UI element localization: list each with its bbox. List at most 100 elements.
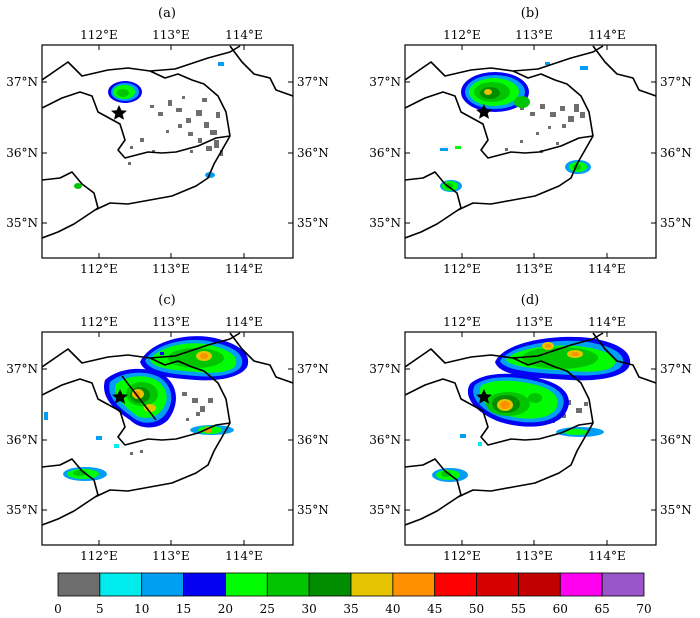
radar-echo (74, 62, 224, 189)
panel-a-lat-right: 37°N 36°N 35°N (297, 75, 329, 230)
panel-d-title: (d) (521, 293, 539, 308)
storm-location-star-icon (476, 389, 492, 404)
colorbar-swatch (434, 572, 477, 597)
colorbar-tick-label: 35 (343, 602, 358, 616)
colorbar-tick-label: 70 (636, 602, 651, 616)
lat-tick-label: 35°N (6, 216, 38, 230)
lon-tick-label: 113°E (152, 262, 190, 276)
colorbar-swatch (99, 572, 143, 597)
colorbar-swatch (225, 572, 268, 597)
colorbar-tick-label: 10 (134, 602, 149, 616)
colorbar-tick-label: 40 (385, 602, 400, 616)
panel-b-lat-right: 37°N 36°N 35°N (660, 75, 692, 230)
lon-tick-label: 113°E (515, 315, 553, 329)
panel-c-lat-left: 37°N 36°N 35°N (6, 362, 38, 517)
colorbar-tick-label: 50 (469, 602, 484, 616)
lon-tick-label: 114°E (588, 549, 626, 563)
panel-a-lon-bottom: 112°E 113°E 114°E (80, 262, 263, 276)
lat-tick-label: 36°N (660, 146, 692, 160)
radar-echo (44, 336, 249, 481)
colorbar-swatch (266, 572, 310, 597)
panel-b: (b) 112°E 113°E 114°E 112°E 113°E 114°E … (369, 6, 692, 276)
colorbar-tick-label: 15 (176, 602, 191, 616)
province-borders (42, 45, 293, 239)
lon-tick-label: 114°E (225, 28, 263, 42)
storm-location-star-icon (112, 389, 128, 404)
panel-b-lon-bottom: 112°E 113°E 114°E (443, 262, 626, 276)
lat-tick-label: 37°N (369, 362, 401, 376)
colorbar-tick-label: 25 (260, 602, 275, 616)
province-borders (42, 332, 293, 526)
lon-tick-label: 112°E (80, 28, 118, 42)
panel-c-lon-bottom: 112°E 113°E 114°E (80, 549, 263, 563)
panel-d-lat-left: 37°N 36°N 35°N (369, 362, 401, 517)
panel-c: (c) 112°E 113°E 114°E 112°E 113°E 114°E … (6, 293, 329, 563)
lat-tick-label: 36°N (369, 433, 401, 447)
lon-tick-label: 112°E (443, 28, 481, 42)
lat-tick-label: 37°N (369, 75, 401, 89)
colorbar-swatch (141, 572, 184, 597)
cross-section-line (121, 375, 157, 421)
lat-tick-label: 37°N (297, 75, 329, 89)
radar-echo (440, 62, 591, 192)
panel-b-lat-left: 37°N 36°N 35°N (369, 75, 401, 230)
panel-c-lat-right: 37°N 36°N 35°N (297, 362, 329, 517)
colorbar-swatch (392, 572, 436, 597)
lon-tick-label: 114°E (225, 315, 263, 329)
lat-tick-label: 35°N (369, 503, 401, 517)
panel-a-lat-left: 37°N 36°N 35°N (6, 75, 38, 230)
panel-d-lat-right: 37°N 36°N 35°N (660, 362, 692, 517)
lon-tick-label: 113°E (152, 315, 190, 329)
panel-a: (a) 112°E 113°E 114°E 112°E 113°E 114°E … (6, 6, 329, 276)
lat-tick-label: 35°N (297, 216, 329, 230)
lat-tick-label: 36°N (297, 433, 329, 447)
colorbar-tick-label: 30 (302, 602, 317, 616)
colorbar-tick-label: 20 (218, 602, 233, 616)
panel-c-ticks (42, 332, 293, 545)
panel-c-lon-top: 112°E 113°E 114°E (80, 315, 263, 329)
lat-tick-label: 37°N (6, 362, 38, 376)
colorbar-tick-label: 5 (96, 602, 104, 616)
colorbar: 0 5 10 15 20 25 30 35 40 45 50 55 60 65 70 (54, 572, 652, 616)
panel-d-ticks (405, 332, 656, 545)
lon-tick-label: 112°E (80, 262, 118, 276)
lon-tick-label: 113°E (515, 262, 553, 276)
colorbar-tick-label: 60 (553, 602, 568, 616)
lat-tick-label: 35°N (6, 503, 38, 517)
panel-a-lon-top: 112°E 113°E 114°E (80, 28, 263, 42)
lat-tick-label: 37°N (660, 75, 692, 89)
lat-tick-label: 35°N (369, 216, 401, 230)
panel-b-lon-top: 112°E 113°E 114°E (443, 28, 626, 42)
lon-tick-label: 114°E (588, 315, 626, 329)
lon-tick-label: 113°E (152, 28, 190, 42)
panel-d-lon-bottom: 112°E 113°E 114°E (443, 549, 626, 563)
panel-a-ticks (42, 45, 293, 258)
lon-tick-label: 113°E (515, 549, 553, 563)
panel-a-map (42, 45, 293, 239)
lat-tick-label: 37°N (297, 362, 329, 376)
lon-tick-label: 113°E (152, 549, 190, 563)
lat-tick-label: 36°N (369, 146, 401, 160)
colorbar-swatch (559, 572, 603, 597)
lon-tick-label: 112°E (443, 262, 481, 276)
colorbar-swatch (57, 572, 101, 597)
colorbar-tick-label: 65 (595, 602, 610, 616)
lon-tick-label: 112°E (443, 549, 481, 563)
lat-tick-label: 35°N (660, 503, 692, 517)
panel-b-ticks (405, 45, 656, 258)
panel-b-map (405, 45, 656, 239)
lon-tick-label: 112°E (80, 549, 118, 563)
colorbar-swatch (350, 572, 394, 597)
province-borders (405, 332, 656, 526)
colorbar-tick-label: 55 (511, 602, 526, 616)
lon-tick-label: 112°E (443, 315, 481, 329)
lon-tick-label: 114°E (225, 262, 263, 276)
lon-tick-label: 114°E (588, 262, 626, 276)
lat-tick-label: 36°N (6, 146, 38, 160)
colorbar-swatch (476, 572, 519, 597)
lon-tick-label: 112°E (80, 315, 118, 329)
panel-d-map (405, 332, 656, 526)
lon-tick-label: 114°E (225, 549, 263, 563)
lat-tick-label: 36°N (660, 433, 692, 447)
colorbar-swatch (601, 572, 645, 597)
